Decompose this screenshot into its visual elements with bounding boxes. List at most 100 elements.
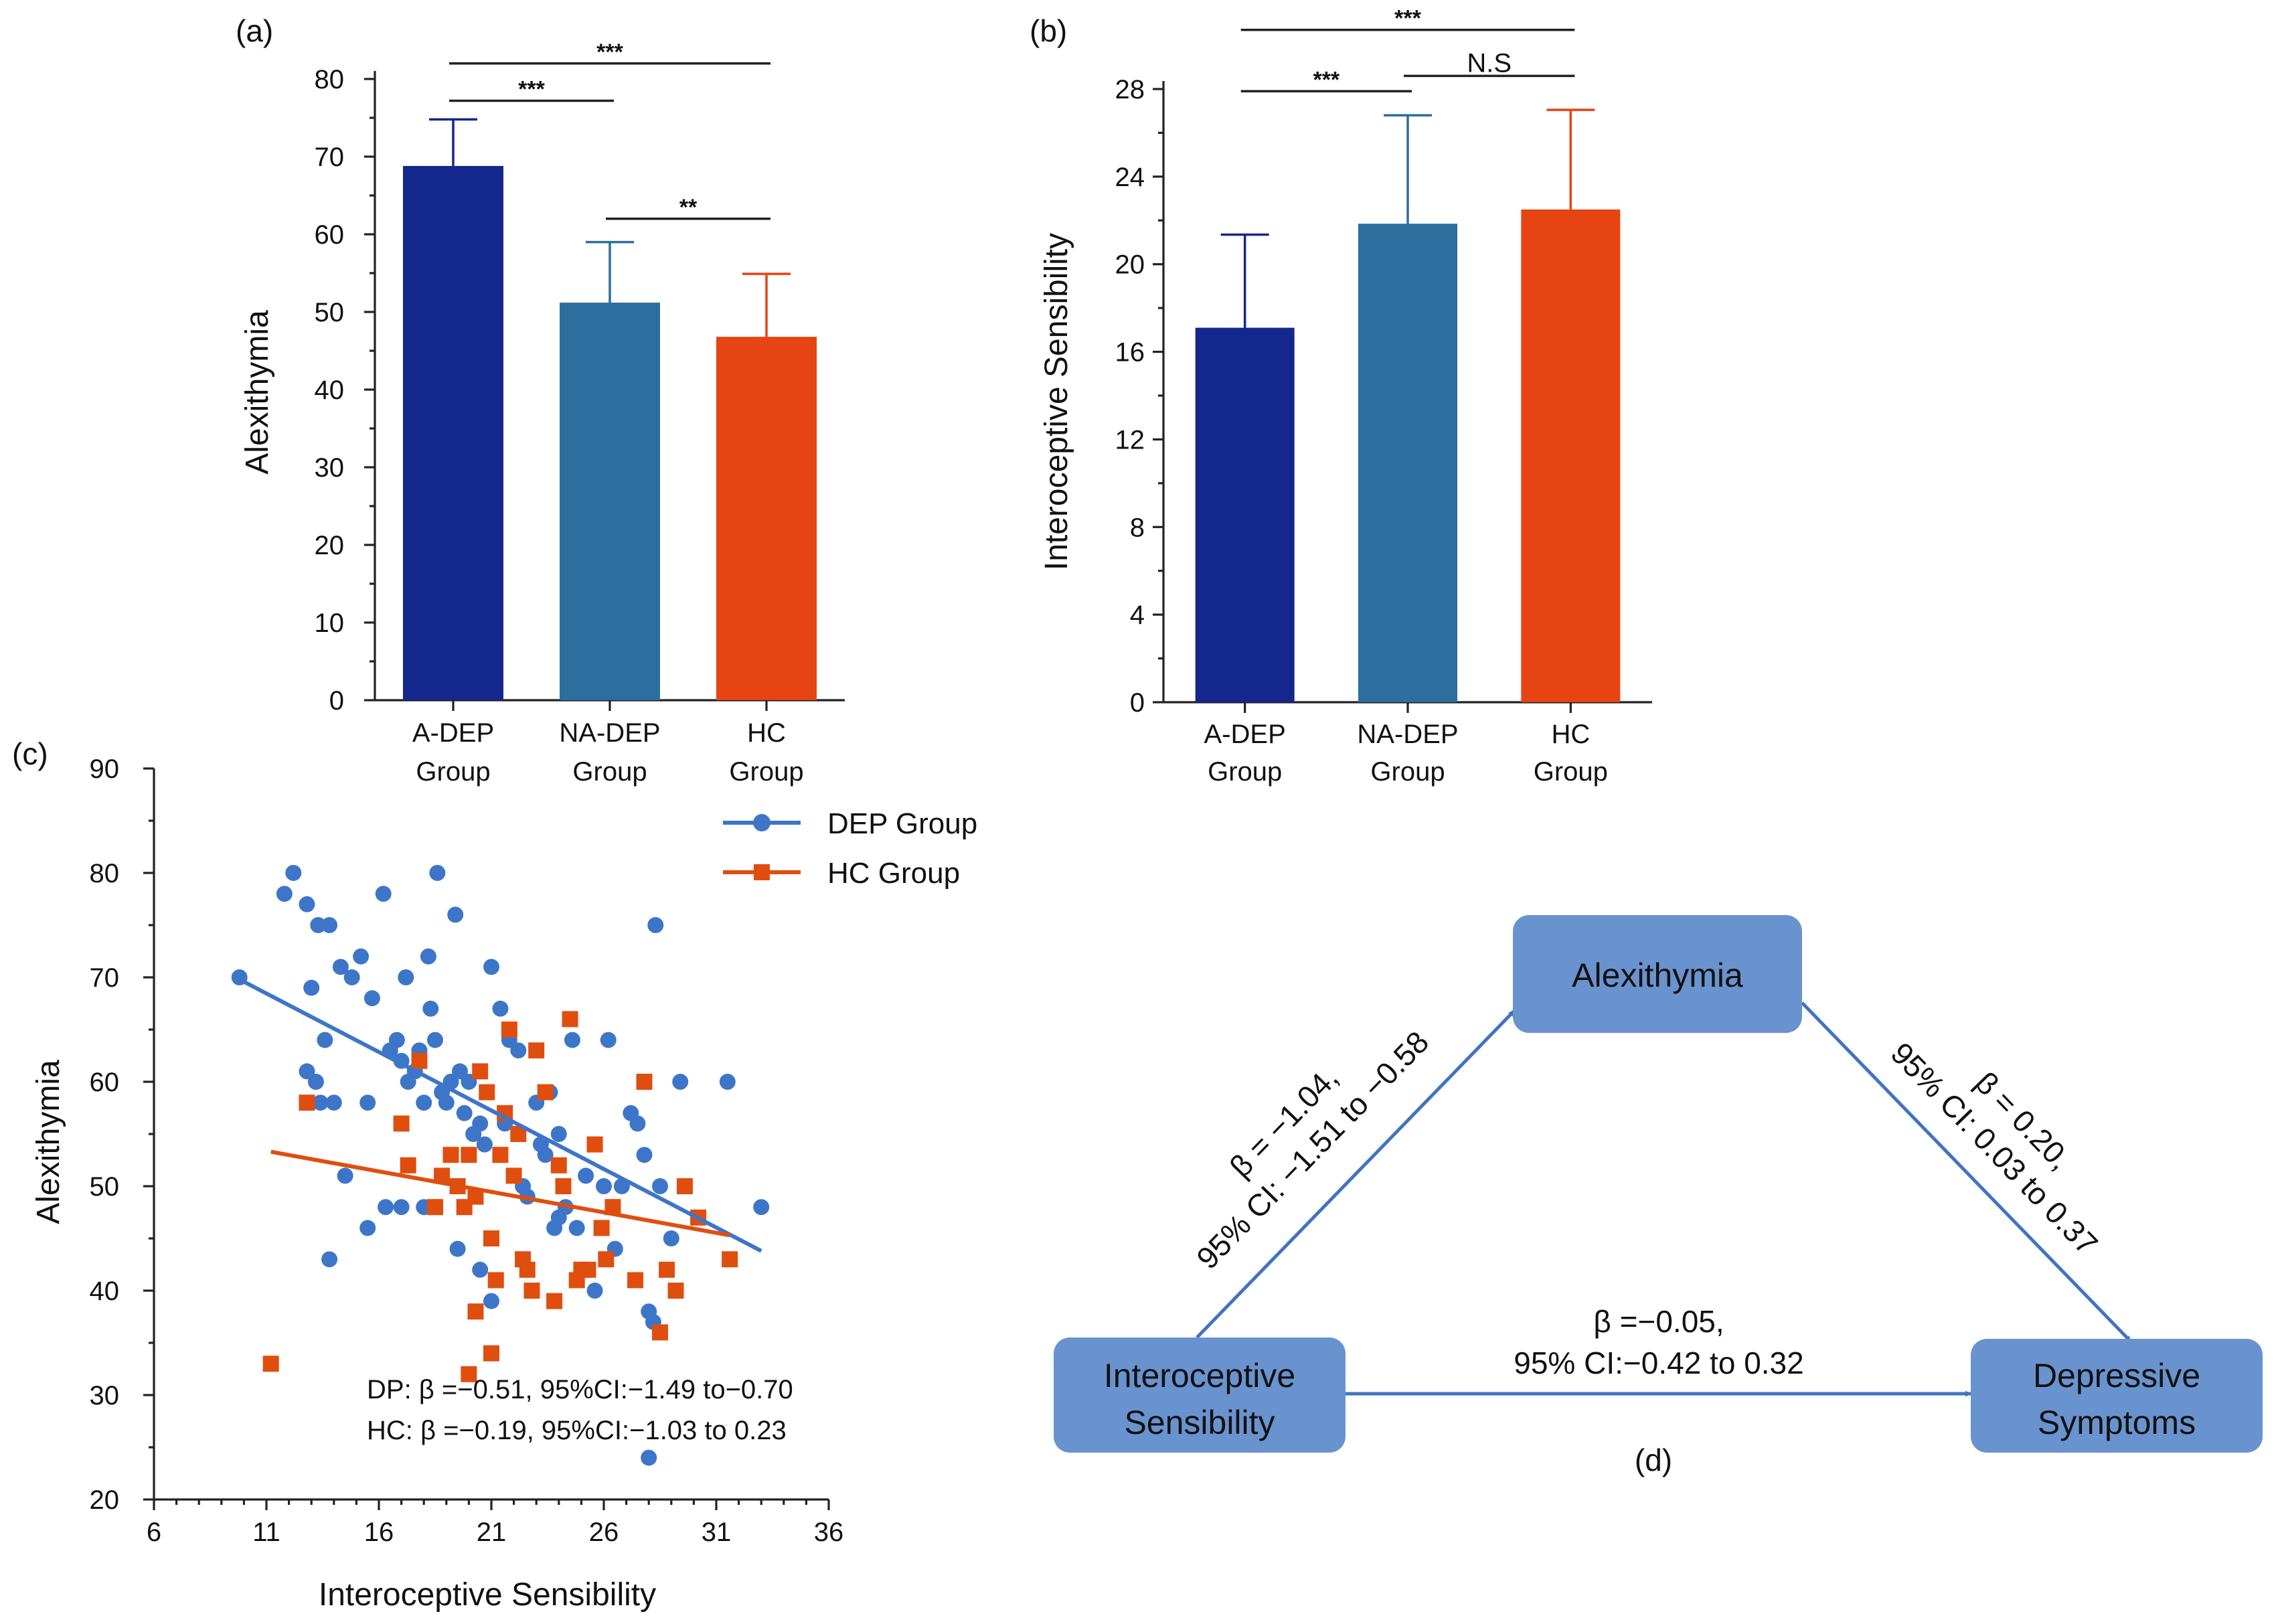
panel-c-dep-point xyxy=(596,1178,612,1194)
panel-c-hc-point xyxy=(461,1366,477,1382)
panel-c-dep-point xyxy=(353,948,370,965)
panel-c-hc-point xyxy=(427,1199,443,1216)
panel-c-dep-point xyxy=(307,1074,324,1090)
panel-c-hc-point xyxy=(555,1178,572,1194)
legend-dep-label: DEP Group xyxy=(827,807,977,840)
panel-c-x-tick-label: 21 xyxy=(477,1518,507,1547)
panel-c-dep-point xyxy=(451,1063,468,1080)
panel-c-y-tick-label: 50 xyxy=(90,1172,120,1202)
panel-c-dep-point xyxy=(310,917,327,933)
panel-c-dep-point xyxy=(483,1293,499,1309)
panel-a-significance-label: *** xyxy=(596,39,623,65)
panel-c-dep-point xyxy=(375,886,392,902)
panel-a-significance-label: ** xyxy=(679,195,698,220)
panel-c-hc-point xyxy=(461,1147,477,1163)
legend-hc-label: HC Group xyxy=(827,857,960,890)
panel-c-dep-point xyxy=(647,917,664,933)
panel-c-dep-point xyxy=(578,1167,594,1184)
panel-c-dep-point xyxy=(719,1074,736,1090)
panel-c-hc-point xyxy=(479,1084,495,1101)
panel-c-x-axis-title: Interoceptive Sensibility xyxy=(319,1577,656,1613)
panel-a-y-axis-title: Alexithymia xyxy=(240,310,275,475)
panel-a-y-tick-label: 10 xyxy=(315,608,345,638)
panel-c-dep-point xyxy=(641,1449,657,1466)
panel-c-dep-point xyxy=(416,1094,432,1111)
panel-b-y-tick-label: 12 xyxy=(1115,425,1145,455)
panel-c-hc-point xyxy=(636,1074,653,1090)
panel-c-dep-point xyxy=(378,1199,394,1216)
panel-c-y-tick-label: 20 xyxy=(90,1485,120,1515)
panel-c-dep-point xyxy=(420,948,436,965)
legend-dep-marker xyxy=(753,814,770,831)
alexithymia-node xyxy=(1513,915,1802,1033)
panel-a-y-tick-label: 60 xyxy=(315,220,345,250)
panel-c-hc-point xyxy=(562,1011,578,1028)
panel-c-dep-point xyxy=(312,1094,329,1111)
panel-c-dep-point xyxy=(429,865,446,881)
panel-c-dep-point xyxy=(363,990,380,1007)
panel-b-y-tick-label: 0 xyxy=(1130,688,1145,718)
panel-c-y-tick-label: 60 xyxy=(90,1068,120,1097)
panel-c-hc-point xyxy=(550,1157,567,1173)
panel-c-dep-point xyxy=(663,1230,679,1246)
panel-c-hc-point xyxy=(442,1147,459,1163)
panel-c-dep-point xyxy=(753,1199,770,1216)
panel-c-dep-point xyxy=(472,1115,489,1132)
panel-c-dep-regression-stat: DP: β =−0.51, 95%CI:−1.49 to−0.70 xyxy=(367,1375,793,1404)
panel-c-hc-point xyxy=(505,1167,522,1184)
panel-b-significance-label: N.S xyxy=(1467,48,1512,78)
panel-a-category-label: Group xyxy=(729,757,803,787)
panel-c-dep-point xyxy=(321,917,338,933)
panel-c-scatter-plot: (c) Alexithymia Interoceptive Sensibilit… xyxy=(12,736,977,1613)
path-c-ci: 95% CI:−0.42 to 0.32 xyxy=(1514,1346,1803,1380)
panel-c-dep-point xyxy=(568,1220,585,1236)
panel-c-dep-point xyxy=(276,886,293,902)
panel-b-y-tick-label: 24 xyxy=(1115,163,1145,192)
panel-b-bar xyxy=(1521,209,1621,702)
panel-c-dep-point xyxy=(359,1220,376,1236)
panel-a-category-label: Group xyxy=(572,757,647,787)
depressive-node-label-line2: Symptoms xyxy=(2038,1404,2196,1441)
panel-c-dep-point xyxy=(337,1167,353,1184)
panel-c-dep-point xyxy=(299,896,315,912)
panel-a-y-tick-label: 80 xyxy=(315,65,345,94)
panel-b-category-label: NA-DEP xyxy=(1357,720,1458,749)
panel-c-hc-point xyxy=(722,1251,738,1268)
panel-a-category-label: HC xyxy=(747,718,786,748)
panel-c-dep-point xyxy=(672,1074,689,1090)
panel-c-y-tick-label: 80 xyxy=(90,859,120,888)
panel-a-y-tick-label: 30 xyxy=(315,453,345,483)
panel-b-y-tick-label: 4 xyxy=(1130,600,1145,630)
panel-c-hc-point xyxy=(483,1345,499,1362)
panel-c-hc-point xyxy=(586,1136,603,1153)
panel-a-significance-label: *** xyxy=(518,76,545,102)
panel-c-hc-point xyxy=(523,1283,540,1299)
depressive-node xyxy=(1971,1339,2263,1453)
panel-b-category-label: A-DEP xyxy=(1204,720,1286,749)
panel-b-category-label: Group xyxy=(1534,757,1608,787)
path-a-ci: 95% CI: −1.51 to −0.58 xyxy=(1190,1024,1435,1275)
legend-hc-marker xyxy=(754,864,770,880)
panel-a-category-label: NA-DEP xyxy=(559,718,660,748)
panel-c-dep-point xyxy=(343,969,360,985)
panel-c-hc-point xyxy=(537,1084,554,1101)
panel-b-category-label: HC xyxy=(1551,720,1590,749)
panel-c-dep-point xyxy=(600,1032,617,1048)
panel-d-mediation-diagram: Alexithymia Interoceptive Sensibility De… xyxy=(1054,915,2263,1477)
panel-a-y-tick-label: 40 xyxy=(315,376,345,405)
panel-c-hc-point xyxy=(580,1261,596,1278)
panel-b-significance-label: *** xyxy=(1394,6,1421,31)
panel-c-hc-point xyxy=(467,1303,484,1320)
panel-c-hc-point xyxy=(393,1115,410,1132)
panel-c-x-tick-label: 16 xyxy=(364,1518,394,1547)
panel-c-hc-point xyxy=(262,1356,279,1372)
panel-a-bar xyxy=(716,337,817,700)
panel-c-dep-point xyxy=(299,1063,315,1080)
panel-c-dep-point xyxy=(427,1032,443,1048)
panel-c-dep-point xyxy=(325,1094,342,1111)
panel-c-x-tick-label: 6 xyxy=(147,1518,161,1547)
path-a-arrow xyxy=(1196,1009,1516,1339)
panel-c-dep-point xyxy=(550,1209,567,1226)
panel-c-hc-fit-line xyxy=(270,1149,730,1238)
